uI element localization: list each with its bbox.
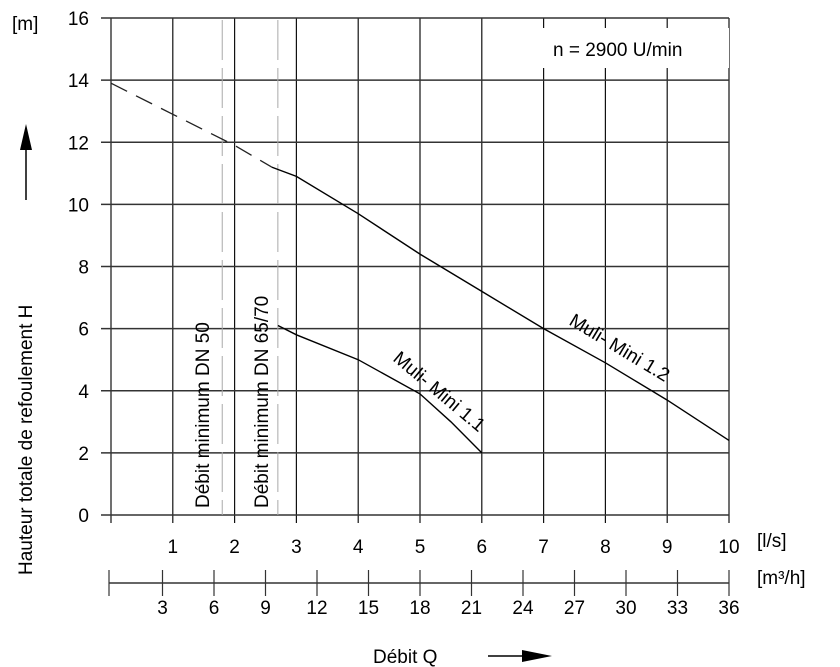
x2-tick-label: 36 — [718, 598, 739, 619]
series-label-mini11-text: Muli- Mini 1.1 — [389, 348, 489, 437]
x2-tick-label: 12 — [306, 598, 327, 619]
marker-label-dn50: Débit minimum DN 50 — [193, 322, 214, 508]
x-tick-label: 3 — [291, 537, 302, 558]
x-tick-label: 4 — [353, 537, 364, 558]
curves — [110, 82, 730, 454]
x2-tick-label: 33 — [667, 598, 688, 619]
x-tick-label: 5 — [415, 537, 426, 558]
y-tick-label: 12 — [68, 133, 89, 154]
y-tick-label: 8 — [78, 258, 89, 279]
y-tick-label: 0 — [78, 506, 89, 527]
x-unit: [l/s] — [757, 531, 787, 552]
x2-tick-label: 3 — [157, 598, 168, 619]
y-label: Hauteur totale de refoulement H — [16, 305, 37, 575]
series-curve-1 — [277, 324, 483, 454]
x2-tick-label: 18 — [409, 598, 430, 619]
x-label: Débit Q — [373, 647, 437, 667]
grid — [101, 17, 730, 596]
y-tick-label: 16 — [68, 9, 89, 30]
y-arrow-icon — [20, 124, 32, 200]
x2-tick-label: 15 — [358, 598, 379, 619]
x-tick-label: 9 — [662, 537, 673, 558]
x2-tick-label: 6 — [209, 598, 220, 619]
series-label-mini12: Muli- Mini 1.2 — [565, 310, 673, 386]
y-tick-label: 14 — [68, 71, 90, 92]
x-arrow-icon — [488, 650, 552, 662]
speed-box-bg — [542, 28, 729, 68]
x2-tick-label: 27 — [564, 598, 585, 619]
y-tick-label: 10 — [68, 195, 89, 216]
x-tick-label: 8 — [600, 537, 611, 558]
x-tick-label: 10 — [718, 537, 739, 558]
x2-tick-label: 9 — [260, 598, 271, 619]
x-tick-label: 6 — [477, 537, 488, 558]
x2-tick-label: 24 — [512, 598, 534, 619]
y-tick-label: 2 — [78, 444, 89, 465]
min-flow-markers — [221, 20, 279, 515]
y-axis-title: Hauteur totale de refoulement H — [16, 305, 37, 575]
series-label-mini11: Muli- Mini 1.1 — [389, 348, 489, 437]
series-curve-0 — [271, 166, 730, 441]
marker-label-dn50-text: Débit minimum DN 50 — [193, 322, 214, 508]
x-tick-label: 2 — [229, 537, 240, 558]
x2-tick-label: 21 — [461, 598, 482, 619]
series-curve-dashed — [110, 82, 273, 168]
y-tick-label: 6 — [78, 320, 89, 341]
x2-unit: [m³/h] — [757, 568, 806, 589]
x2-tick-label: 30 — [615, 598, 636, 619]
x-tick-label: 1 — [168, 537, 179, 558]
speed-annotation: n = 2900 U/min — [553, 40, 682, 61]
y-tick-label: 4 — [78, 382, 89, 403]
marker-label-dn65: Débit minimum DN 65/70 — [252, 296, 273, 508]
marker-label-dn65-text: Débit minimum DN 65/70 — [252, 296, 273, 508]
y-unit: [m] — [12, 14, 38, 35]
series-label-mini12-text: Muli- Mini 1.2 — [565, 310, 673, 386]
x-tick-label: 7 — [538, 537, 549, 558]
